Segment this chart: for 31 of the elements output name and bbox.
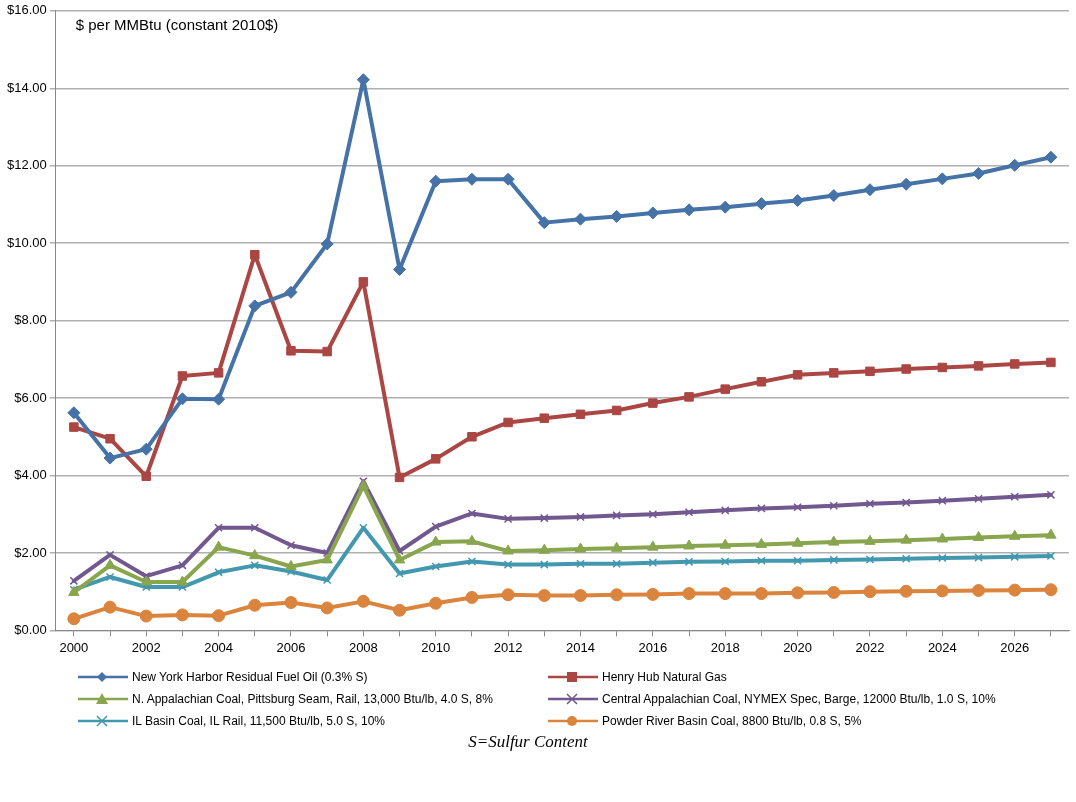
x-tick-label: 2014: [566, 639, 595, 655]
y-tick-label: $4.00: [14, 467, 47, 483]
legend-label: Henry Hub Natural Gas: [602, 670, 727, 684]
text: S=Sulfur Content: [467, 732, 589, 752]
y-axis-title: $ per MMBtu (constant 2010$): [75, 16, 279, 34]
y-tick-label: $6.00: [14, 389, 47, 405]
x-tick-label: 2020: [783, 639, 813, 655]
x-tick-label: 2000: [59, 639, 89, 655]
x-tick-label: 2012: [493, 639, 523, 655]
y-tick-label: $2.00: [14, 544, 47, 560]
y-tick-label: $8.00: [14, 312, 47, 328]
legend-label: Powder River Basin Coal, 8800 Btu/lb, 0.8 S, 5%: [602, 714, 862, 728]
y-tick-label: $10.00: [7, 234, 47, 250]
legend-label: New York Harbor Residual Fuel Oil (0.3% S): [132, 670, 368, 684]
y-tick-label: $16.00: [7, 2, 47, 18]
x-tick-label: 2024: [927, 639, 957, 655]
y-tick-label: $14.00: [7, 79, 47, 95]
legend-label: N. Appalachian Coal, Pittsburg Seam, Rail, 13,000 Btu/lb, 4.0 S, 8%: [132, 692, 493, 706]
x-tick-label: 2004: [204, 639, 234, 655]
legend-label: Central Appalachian Coal, NYMEX Spec, Barge, 12000 Btu/lb, 1.0 S, 10%: [602, 692, 996, 706]
legend-label: IL Basin Coal, IL Rail, 11,500 Btu/lb, 5.0 S, 10%: [132, 714, 386, 728]
x-tick-label: 2016: [638, 639, 668, 655]
x-tick-label: 2018: [710, 639, 740, 655]
x-tick-label: 2022: [855, 639, 885, 655]
x-tick-label: 2008: [348, 639, 378, 655]
x-tick-label: 2006: [276, 639, 306, 655]
x-tick-label: 2002: [131, 639, 161, 655]
y-tick-label: $12.00: [7, 157, 47, 173]
y-tick-label: $0.00: [14, 621, 47, 637]
x-tick-label: 2026: [1000, 639, 1030, 655]
x-tick-label: 2010: [421, 639, 451, 655]
